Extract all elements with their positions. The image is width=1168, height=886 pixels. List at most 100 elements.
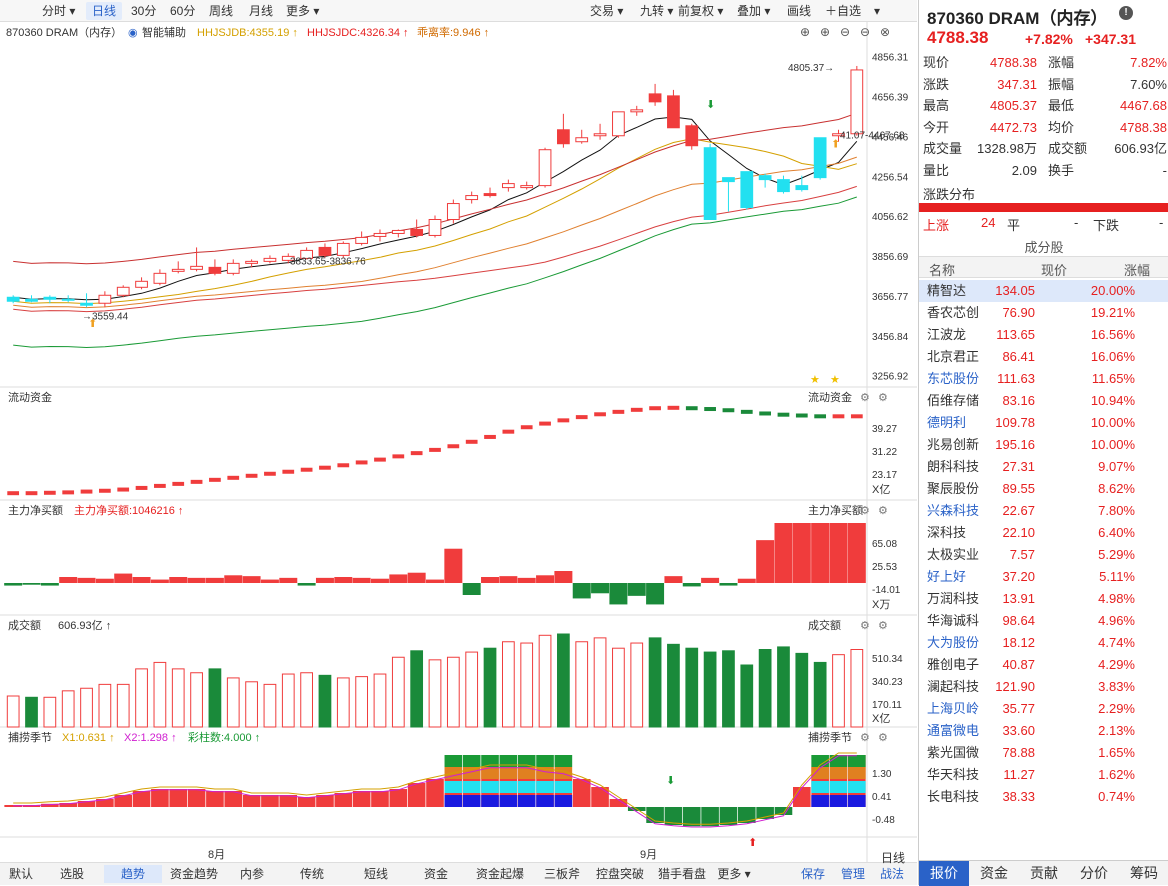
close-icon[interactable]: ⚙ [878, 620, 888, 632]
stock-row[interactable]: 深科技 22.10 6.40% [919, 522, 1168, 544]
candle-body[interactable] [80, 302, 93, 306]
stock-row[interactable]: 北京君正 86.41 16.06% [919, 346, 1168, 368]
stock-name[interactable]: 香农芯创 [927, 305, 980, 320]
tab-0[interactable]: 分时 ▾ [42, 4, 76, 18]
bottom-action-1[interactable]: 管理 [840, 867, 865, 881]
indicator-10[interactable]: 控盘突破 [595, 867, 644, 881]
toolbar-1[interactable]: 九转 ▾ [640, 4, 674, 18]
indicator-12[interactable]: 更多 ▾ [717, 867, 751, 881]
aux-icon[interactable]: ◉ [128, 27, 138, 39]
indicator-11[interactable]: 猎手看盘 [657, 867, 706, 881]
info-icon[interactable]: ! [1119, 6, 1133, 20]
stock-name[interactable]: 长电科技 [927, 789, 980, 804]
stock-name[interactable]: 深科技 [927, 525, 967, 540]
stock-row[interactable]: 兆易创新 195.16 10.00% [919, 434, 1168, 456]
stock-chart[interactable]: 870360 DRAM（内存） ◉ 智能辅助 HHJSJDB:4355.19 ↑ HHJ… [0, 22, 917, 862]
candle-body[interactable] [813, 137, 827, 179]
quote-tab-0[interactable]: 报价 [919, 861, 969, 886]
stock-name[interactable]: 万润科技 [927, 591, 980, 606]
stock-name[interactable]: 德明利 [927, 415, 967, 430]
stock-name[interactable]: 北京君正 [927, 349, 980, 364]
stock-name[interactable]: 朗科科技 [927, 459, 980, 474]
stock-row[interactable]: 德明利 109.78 10.00% [919, 412, 1168, 434]
stock-name[interactable]: 上海贝岭 [927, 701, 980, 716]
candle-body[interactable] [135, 280, 148, 288]
candle-body[interactable] [501, 183, 515, 189]
candle-body[interactable] [612, 111, 625, 137]
candle-body[interactable] [483, 193, 497, 197]
candle-body[interactable] [318, 246, 332, 256]
candle-body[interactable] [190, 265, 203, 270]
candle-body[interactable] [263, 257, 277, 262]
tab-4[interactable]: 周线 [209, 4, 234, 18]
indicator-9[interactable]: 三板斧 [543, 867, 580, 881]
stock-name[interactable]: 佰维存储 [927, 393, 980, 408]
stock-row[interactable]: 通富微电 33.60 2.13% [919, 720, 1168, 742]
candle-body[interactable] [667, 95, 680, 129]
tab-1[interactable]: 日线 [86, 2, 123, 20]
stock-row[interactable]: 雅创电子 40.87 4.29% [919, 654, 1168, 676]
candle-body[interactable] [98, 294, 112, 304]
tab-6[interactable]: 更多 ▾ [286, 4, 320, 18]
candle-body[interactable] [722, 177, 735, 183]
indicator-8[interactable]: 资金起爆 [475, 867, 524, 881]
candle-body[interactable] [557, 129, 570, 145]
stock-name[interactable]: 东芯股份 [927, 371, 980, 386]
candle-body[interactable] [6, 296, 20, 302]
indicator-7[interactable]: 资金 [423, 867, 448, 881]
stock-name[interactable]: 兴森科技 [927, 503, 980, 518]
stock-row[interactable]: 好上好 37.20 5.11% [919, 566, 1168, 588]
minus-icon[interactable]: ⊕ [820, 25, 830, 39]
col-name[interactable]: 名称 [929, 263, 956, 278]
toolbar-4[interactable]: 画线 [787, 4, 812, 18]
candle-body[interactable] [373, 232, 387, 237]
stock-row[interactable]: 长电科技 38.33 0.74% [919, 786, 1168, 808]
candle-body[interactable] [281, 255, 295, 261]
stock-row[interactable]: 朗科科技 27.31 9.07% [919, 456, 1168, 478]
candle-body[interactable] [630, 109, 644, 113]
toolbar-dropdown[interactable]: ▾ [874, 4, 881, 18]
candle-body[interactable] [245, 260, 258, 264]
zoom-in-icon[interactable]: ⊖ [840, 25, 850, 39]
stock-row[interactable]: 万润科技 13.91 4.98% [919, 588, 1168, 610]
toolbar-5[interactable]: ＋自选 [825, 4, 862, 18]
stock-name[interactable]: 大为股份 [927, 635, 980, 650]
indicator-1[interactable]: 选股 [59, 867, 84, 881]
close-icon[interactable]: ⊗ [880, 25, 890, 39]
candle-body[interactable] [446, 203, 460, 221]
quote-tab-1[interactable]: 资金 [980, 865, 1008, 881]
quote-tab-4[interactable]: 筹码 [1130, 865, 1158, 881]
candle-body[interactable] [740, 171, 754, 209]
candle-body[interactable] [795, 185, 809, 191]
aux-label[interactable]: 智能辅助 [142, 25, 186, 39]
candle-body[interactable] [116, 286, 130, 296]
stock-row[interactable]: 华海诚科 98.64 4.96% [919, 610, 1168, 632]
candle-body[interactable] [300, 249, 313, 259]
stock-name[interactable]: 华海诚科 [927, 613, 980, 628]
gear-icon[interactable]: ⚙ [860, 392, 870, 404]
stock-name[interactable]: 紫光国微 [927, 745, 980, 760]
candle-body[interactable] [336, 242, 350, 256]
candle-body[interactable] [25, 298, 38, 302]
candle-body[interactable] [538, 149, 552, 187]
stock-row[interactable]: 紫光国微 78.88 1.65% [919, 742, 1168, 764]
gear-icon[interactable]: ⚙ [860, 620, 870, 632]
candle-body[interactable] [391, 229, 405, 234]
stock-row[interactable]: 香农芯创 76.90 19.21% [919, 302, 1168, 324]
stock-name[interactable]: 华天科技 [927, 767, 980, 782]
col-price[interactable]: 现价 [1041, 263, 1068, 278]
stock-name[interactable]: 兆易创新 [927, 437, 980, 452]
zoom-out-icon[interactable]: ⊖ [860, 25, 870, 39]
tab-3[interactable]: 60分 [170, 4, 196, 18]
close-icon[interactable]: ⚙ [878, 392, 888, 404]
stock-name[interactable]: 雅创电子 [927, 657, 980, 672]
col-change[interactable]: 涨幅 [1124, 263, 1151, 278]
candle-body[interactable] [593, 133, 607, 137]
stock-row[interactable]: 华天科技 11.27 1.62% [919, 764, 1168, 786]
stock-name[interactable]: 通富微电 [927, 723, 980, 738]
stock-name[interactable]: 江波龙 [927, 327, 967, 342]
close-icon[interactable]: ⚙ [878, 505, 888, 517]
candle-body[interactable] [208, 266, 222, 274]
stock-row[interactable]: 太极实业 7.57 5.29% [919, 544, 1168, 566]
stock-row[interactable]: 东芯股份 111.63 11.65% [919, 368, 1168, 390]
